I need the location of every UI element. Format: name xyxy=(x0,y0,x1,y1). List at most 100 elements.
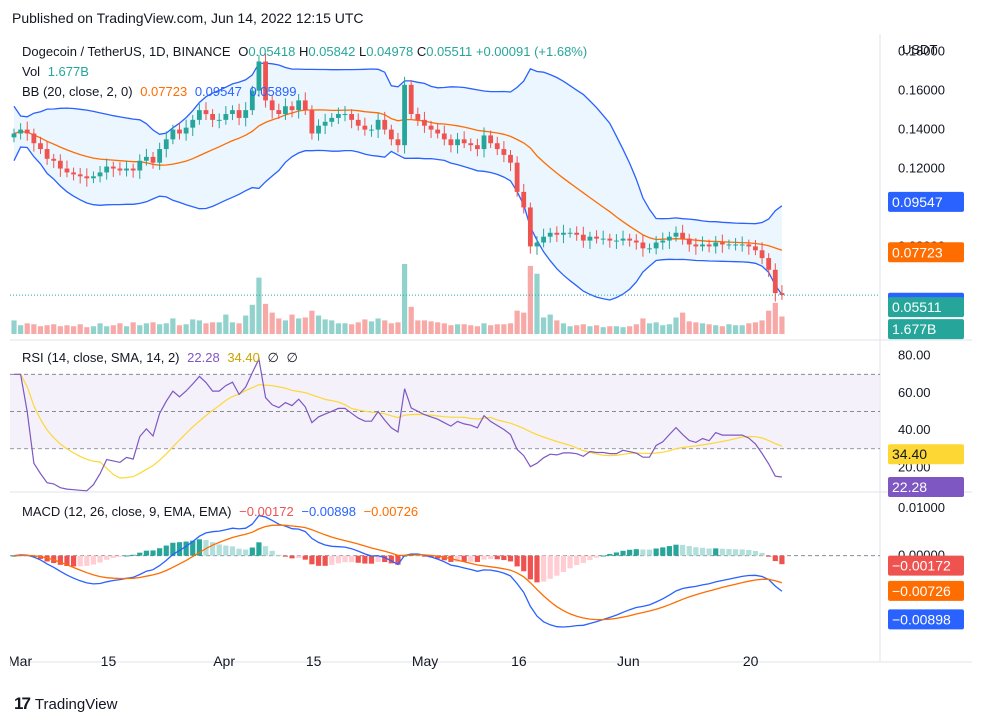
macd-histogram-bar xyxy=(302,555,308,560)
candle-body xyxy=(488,135,494,144)
volume-bar xyxy=(488,325,494,334)
macd-histogram-bar xyxy=(223,545,229,556)
macd-histogram-bar xyxy=(203,539,209,556)
volume-bar xyxy=(673,317,679,334)
volume-bar xyxy=(18,325,24,334)
macd-histogram-bar xyxy=(646,549,653,556)
chart-svg[interactable]: 0.180000.160000.140000.120000.100000.080… xyxy=(8,34,972,686)
volume-bar xyxy=(514,310,520,334)
volume-bar xyxy=(587,326,593,334)
candle-body xyxy=(719,242,725,245)
volume-bar xyxy=(70,326,77,334)
volume-bar xyxy=(262,303,269,334)
candle-body xyxy=(124,168,129,171)
candle-body xyxy=(51,158,57,161)
candle-body xyxy=(322,121,328,126)
time-axis[interactable]: Mar 15 Apr 15 May 16 Jun 20 xyxy=(8,653,759,669)
macd-histogram-bar xyxy=(170,542,176,556)
low-label: L xyxy=(358,44,367,59)
candle-body xyxy=(309,110,315,134)
macd-histogram-bar xyxy=(37,555,44,559)
macd-histogram-bar xyxy=(421,555,428,557)
macd-histogram-bar xyxy=(494,555,500,560)
macd-histogram-bar xyxy=(686,546,692,556)
bb-label[interactable]: BB (20, close, 2, 0) xyxy=(22,84,133,99)
macd-signal-value: −0.00726 xyxy=(363,504,419,519)
volume-bar xyxy=(249,304,255,334)
candle-body xyxy=(759,250,765,259)
published-header: Published on TradingView.com, Jun 14, 20… xyxy=(12,10,364,26)
candles xyxy=(10,53,880,302)
candle-body xyxy=(150,156,156,163)
candle-body xyxy=(137,160,143,171)
macd-histogram-bar xyxy=(137,552,143,556)
macd-histogram-bar xyxy=(395,555,401,565)
volume-bar xyxy=(289,314,295,334)
macd-histogram-bar xyxy=(435,555,441,559)
candle-body xyxy=(435,129,441,134)
rsi-sma-line xyxy=(14,373,783,479)
candle-body xyxy=(481,135,487,150)
bb-upper-badge-bg xyxy=(888,191,964,212)
candle-body xyxy=(210,114,215,120)
candle-body xyxy=(71,172,76,175)
chart-area[interactable]: 0.180000.160000.140000.120000.100000.080… xyxy=(8,34,972,686)
candle-body xyxy=(223,114,229,120)
candle-body xyxy=(395,139,401,146)
volume-bars xyxy=(11,264,785,334)
volume-bar xyxy=(44,325,50,334)
macd-histogram-bar xyxy=(507,555,514,562)
candle-body xyxy=(296,100,302,111)
candle-body xyxy=(216,119,222,121)
macd-histogram-bar xyxy=(474,555,480,563)
volume-bar xyxy=(620,327,626,334)
candle-body xyxy=(170,129,176,140)
macd-histogram-bar xyxy=(752,550,759,556)
volume-bar xyxy=(732,325,739,334)
volume-bar xyxy=(633,324,639,334)
macd-histogram-bar xyxy=(468,555,474,562)
macd-histogram-bar xyxy=(150,550,156,556)
macd-histogram-bar xyxy=(719,548,725,556)
volume-bar xyxy=(24,323,30,334)
macd-histogram-bar xyxy=(706,548,712,556)
volume-bar xyxy=(415,320,421,334)
candle-body xyxy=(666,236,672,241)
volume-bar xyxy=(699,323,706,334)
volume-bar xyxy=(322,319,328,334)
macd-histogram-bar xyxy=(163,545,169,556)
volume-bar xyxy=(706,324,712,334)
macd-histogram-bar xyxy=(315,555,322,566)
candle-body xyxy=(567,232,573,234)
candle-body xyxy=(680,232,686,239)
macd-histogram-bar xyxy=(11,555,17,557)
volume-bar xyxy=(282,320,289,334)
candle-body xyxy=(110,166,116,169)
candle-body xyxy=(316,125,321,134)
macd-histogram-bar xyxy=(574,555,580,566)
candle-body xyxy=(276,110,282,115)
volume-bar xyxy=(90,326,97,334)
macd-histogram-bar xyxy=(276,554,282,556)
volume-bar xyxy=(150,322,156,334)
candle-body xyxy=(706,244,712,247)
candle-body xyxy=(269,100,275,111)
macd-histogram-bar xyxy=(243,549,249,556)
candle-body xyxy=(653,242,659,249)
candle-body xyxy=(44,149,50,159)
volume-label[interactable]: Vol xyxy=(22,64,41,79)
rsi-label[interactable]: RSI (14, close, SMA, 14, 2) xyxy=(22,350,180,365)
symbol-title[interactable]: Dogecoin / TetherUS, 1D, BINANCE xyxy=(22,44,231,59)
tradingview-logo[interactable]: 17 TradingView xyxy=(14,694,117,714)
volume-bar xyxy=(660,325,666,334)
volume-bar xyxy=(435,322,441,334)
candle-body xyxy=(236,110,242,118)
macd-label[interactable]: MACD (12, 26, close, 9, EMA, EMA) xyxy=(22,504,232,519)
candle-body xyxy=(455,139,460,146)
volume-bar xyxy=(713,325,719,334)
candle-body xyxy=(594,236,599,239)
macd-histogram-bar xyxy=(593,555,600,558)
rsi-value: 22.28 xyxy=(187,350,220,365)
candle-body xyxy=(527,207,533,247)
macd-histogram-bar xyxy=(713,548,719,556)
